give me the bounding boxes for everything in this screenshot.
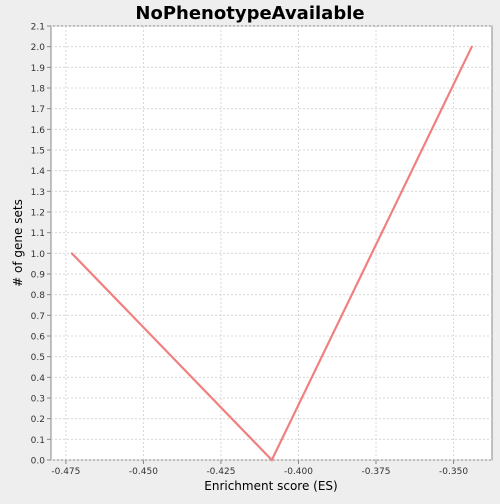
y-tick-label: 0.4 <box>31 374 46 384</box>
y-tick-label: 1.7 <box>31 105 45 115</box>
grid-layer <box>51 25 492 461</box>
x-tick-label: -0.350 <box>439 467 468 477</box>
x-tick-label: -0.425 <box>206 467 235 477</box>
x-tick-label: -0.400 <box>284 467 313 477</box>
axis-layer: 0.0 0.1 0.2 0.3 0.4 0.5 0.6 0.7 0.8 0.9 1.0 1.1 1.2 1… <box>31 23 469 478</box>
series-layer <box>70 45 473 462</box>
y-tick-label: 0.6 <box>31 333 46 343</box>
y-tick-label: 1.8 <box>31 85 46 95</box>
y-tick-label: 0.3 <box>31 395 45 405</box>
chart-title: NoPhenotypeAvailable <box>135 3 364 24</box>
data-point <box>270 459 273 461</box>
data-point <box>70 252 73 255</box>
y-tick-label: 0.8 <box>31 291 46 301</box>
x-tick-label: -0.450 <box>129 467 158 477</box>
y-tick-label: 1.3 <box>31 188 45 198</box>
y-tick-label: 1.0 <box>31 250 46 260</box>
y-axis-label: # of gene sets <box>11 199 25 287</box>
plot-area <box>50 25 493 461</box>
x-tick-label: -0.375 <box>362 467 391 477</box>
y-tick-label: 0.2 <box>31 415 45 425</box>
y-tick-label: 1.5 <box>31 147 45 157</box>
y-tick-label: 0.7 <box>31 312 45 322</box>
y-tick-label: 0.0 <box>31 457 46 467</box>
y-tick-label: 1.9 <box>31 64 46 74</box>
y-tick-label: 1.4 <box>31 167 46 177</box>
y-tick-label: 0.5 <box>31 353 45 363</box>
x-tick-label: -0.475 <box>51 467 80 477</box>
y-tick-label: 0.1 <box>31 436 45 446</box>
y-tick-label: 0.9 <box>31 271 46 281</box>
data-point <box>470 45 473 48</box>
y-tick-label: 1.2 <box>31 209 45 219</box>
y-tick-label: 2.0 <box>31 43 46 53</box>
y-tick-label: 2.1 <box>31 23 45 33</box>
y-tick-label: 1.1 <box>31 229 45 239</box>
x-axis-label: Enrichment score (ES) <box>204 479 337 493</box>
y-tick-label: 1.6 <box>31 126 46 136</box>
